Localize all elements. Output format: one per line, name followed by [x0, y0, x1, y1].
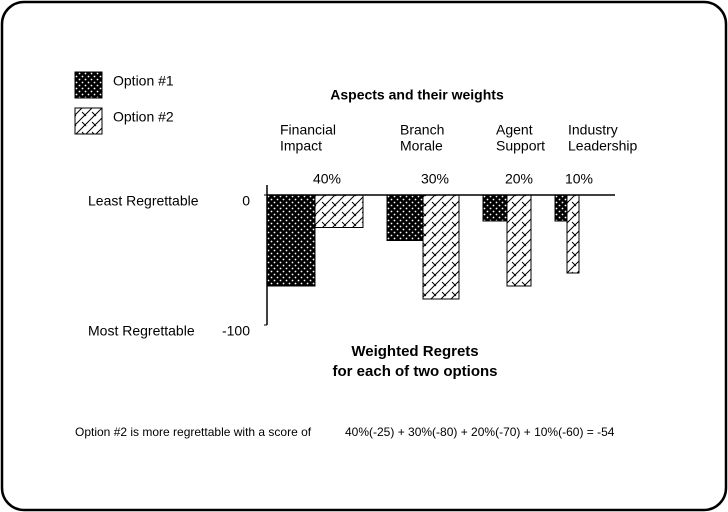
legend-swatch: [74, 107, 103, 135]
category-label: Branch: [400, 122, 444, 138]
y-description: Least Regrettable: [88, 193, 199, 209]
bar: [506, 194, 532, 287]
annotation: Option #2 is more regrettable with a sco…: [75, 425, 312, 439]
legend-label: Option #2: [113, 109, 174, 125]
bar: [566, 194, 580, 274]
y-tick-label: -100: [222, 323, 250, 339]
legend-swatch: [74, 71, 103, 99]
chart-subtitle: for each of two options: [333, 363, 498, 380]
bar: [314, 194, 364, 228]
category-label: Impact: [280, 138, 322, 154]
category-label: Leadership: [568, 138, 637, 154]
annotation: 40%(-25) + 30%(-80) + 20%(-70) + 10%(-60…: [345, 425, 615, 439]
bar: [482, 194, 508, 222]
weight-label: 30%: [421, 171, 449, 187]
legend-label: Option #1: [113, 73, 174, 89]
bar: [422, 194, 460, 300]
chart-subtitle: Weighted Regrets: [351, 343, 478, 360]
y-description: Most Regrettable: [88, 323, 195, 339]
category-label: Financial: [280, 122, 336, 138]
category-label: Support: [496, 138, 545, 154]
category-label: Agent: [496, 122, 533, 138]
chart-title: Aspects and their weights: [330, 87, 504, 103]
bar: [386, 194, 424, 241]
category-label: Morale: [400, 138, 443, 154]
y-tick-label: 0: [242, 193, 250, 209]
weight-label: 10%: [565, 171, 593, 187]
bar: [266, 194, 316, 287]
weight-label: 20%: [505, 171, 533, 187]
bar: [554, 194, 568, 222]
weight-label: 40%: [313, 171, 341, 187]
category-label: Industry: [568, 122, 618, 138]
